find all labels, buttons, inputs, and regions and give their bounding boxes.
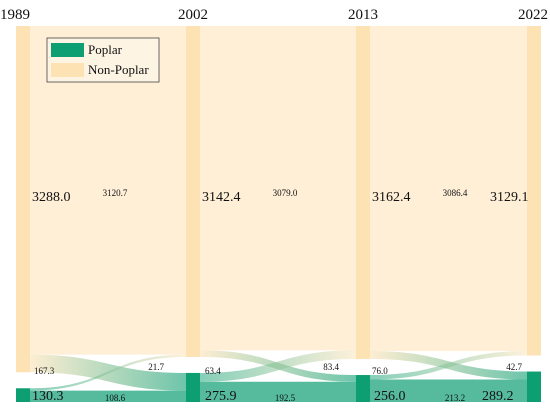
flow-value-np-np-1: 3079.0 [273, 188, 298, 198]
flow-p-np-0 [30, 354, 186, 391]
node-value-poplar-2013: 256.0 [374, 389, 406, 404]
node-value-non-poplar-2002: 3142.4 [202, 190, 241, 205]
flow-p-p-1 [200, 381, 356, 402]
year-label-1989: 1989 [0, 7, 30, 23]
node-value-non-poplar-2022: 3129.1 [490, 190, 529, 205]
flow-value-np-p-0: 167.3 [34, 366, 55, 376]
node-value-non-poplar-1989: 3288.0 [32, 190, 71, 205]
flow-np-np-2 [370, 26, 527, 352]
flows-layer [30, 26, 527, 402]
labels-layer: 1989 2002 2013 2022 3288.0 3142.4 3162.4 3129.1… [0, 7, 548, 404]
year-label-2022: 2022 [518, 7, 548, 23]
flow-value-p-p-1: 192.5 [275, 393, 296, 403]
legend-swatch-poplar [51, 43, 84, 57]
flow-np-np-1 [200, 26, 356, 351]
node-value-non-poplar-2013: 3162.4 [372, 190, 411, 205]
flow-value-np-np-2: 3086.4 [443, 188, 468, 198]
node-poplar-2013 [356, 375, 370, 402]
flow-value-p-p-2: 213.2 [445, 393, 465, 403]
node-non-poplar-2002 [186, 26, 200, 357]
flow-p-p-0 [30, 390, 186, 402]
legend-label-poplar: Poplar [88, 42, 123, 57]
year-label-2013: 2013 [348, 7, 378, 23]
legend-label-non-poplar: Non-Poplar [88, 62, 149, 77]
node-non-poplar-1989 [16, 26, 30, 373]
flow-value-np-np-0: 3120.7 [103, 188, 128, 198]
node-non-poplar-2022 [527, 26, 541, 356]
node-poplar-2002 [186, 372, 200, 402]
node-non-poplar-2013 [356, 26, 370, 360]
flow-value-p-np-0: 21.7 [148, 362, 164, 372]
node-poplar-1989 [16, 388, 30, 402]
flow-value-np-p-2: 76.0 [372, 366, 388, 376]
node-value-poplar-2022: 289.2 [482, 389, 514, 404]
node-value-poplar-2002: 275.9 [205, 389, 237, 404]
flow-p-np-1 [200, 350, 356, 382]
node-value-poplar-1989: 130.3 [32, 389, 64, 404]
legend: Poplar Non-Poplar [46, 37, 160, 83]
year-label-2002: 2002 [178, 7, 208, 23]
flow-value-p-p-0: 108.6 [105, 393, 126, 403]
nodes-layer [16, 26, 541, 402]
flow-p-p-2 [370, 379, 527, 402]
flow-np-np-0 [30, 26, 186, 355]
node-poplar-2022 [527, 371, 541, 402]
legend-swatch-non-poplar [51, 63, 84, 77]
flow-p-np-2 [370, 351, 527, 380]
flow-value-np-p-1: 63.4 [205, 366, 221, 376]
flow-value-p-np-1: 83.4 [323, 362, 339, 372]
flow-value-p-np-2: 42.7 [506, 362, 522, 372]
